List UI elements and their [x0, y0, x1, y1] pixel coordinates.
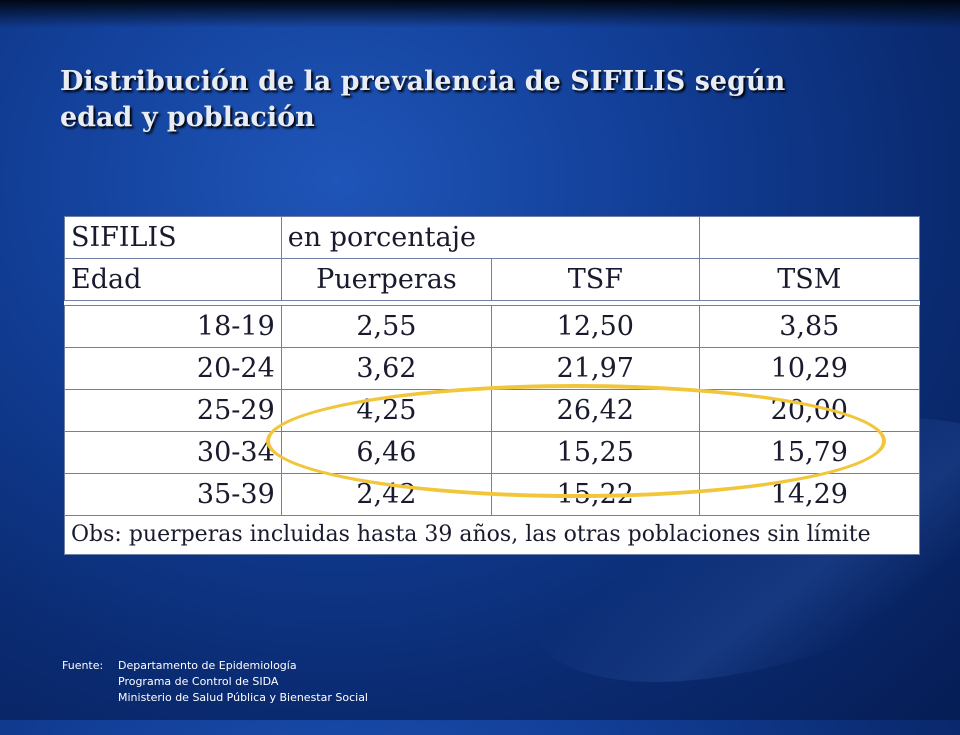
- table-header-row-1: SIFILIS en porcentaje: [64, 216, 921, 259]
- header-sifilis: SIFILIS: [64, 216, 282, 259]
- table-note-cell: Obs: puerperas incluidas hasta 39 años, …: [64, 515, 920, 555]
- cell-tsm: 3,85: [698, 305, 921, 348]
- table-row: 18-19 2,55 12,50 3,85: [64, 305, 921, 348]
- header-puerperas: Puerperas: [280, 258, 493, 301]
- footer-line: Programa de Control de SIDA: [118, 675, 279, 688]
- table-row: 20-24 3,62 21,97 10,29: [64, 347, 921, 390]
- footer-line: Ministerio de Salud Pública y Bienestar …: [118, 691, 368, 704]
- cell-tsm: 15,79: [698, 431, 921, 474]
- cell-tsf: 15,22: [491, 473, 700, 516]
- cell-puerperas: 2,42: [280, 473, 493, 516]
- slide-title: Distribución de la prevalencia de SIFILI…: [60, 64, 920, 136]
- top-dark-band: [0, 0, 960, 28]
- header-tsf: TSF: [491, 258, 700, 301]
- table-header-row-2: Edad Puerperas TSF TSM: [64, 258, 921, 301]
- header-empty: [698, 216, 921, 259]
- cell-tsf: 21,97: [491, 347, 700, 390]
- header-edad: Edad: [64, 258, 282, 301]
- header-tsm: TSM: [698, 258, 921, 301]
- cell-puerperas: 6,46: [280, 431, 493, 474]
- table-note-row: Obs: puerperas incluidas hasta 39 años, …: [64, 515, 920, 555]
- cell-edad: 25-29: [64, 389, 282, 432]
- cell-tsf: 15,25: [491, 431, 700, 474]
- cell-edad: 20-24: [64, 347, 282, 390]
- table-row: 35-39 2,42 15,22 14,29: [64, 473, 921, 516]
- cell-tsf: 12,50: [491, 305, 700, 348]
- cell-edad: 18-19: [64, 305, 282, 348]
- cell-tsm: 14,29: [698, 473, 921, 516]
- cell-puerperas: 2,55: [280, 305, 493, 348]
- cell-tsf: 26,42: [491, 389, 700, 432]
- cell-tsm: 20,00: [698, 389, 921, 432]
- cell-tsm: 10,29: [698, 347, 921, 390]
- title-line-2: edad y población: [60, 102, 315, 133]
- footer-line: Departamento de Epidemiología: [118, 659, 297, 672]
- cell-edad: 35-39: [64, 473, 282, 516]
- prevalence-table: SIFILIS en porcentaje Edad Puerperas TSF…: [64, 216, 921, 555]
- table-row: 25-29 4,25 26,42 20,00: [64, 389, 921, 432]
- cell-edad: 30-34: [64, 431, 282, 474]
- table-note: Obs: puerperas incluidas hasta 39 años, …: [71, 522, 871, 547]
- footer-source-lines: Departamento de Epidemiología Programa d…: [118, 658, 478, 706]
- title-line-1: Distribución de la prevalencia de SIFILI…: [60, 66, 786, 97]
- footer-label: Fuente:: [62, 659, 104, 672]
- table-row: 30-34 6,46 15,25 15,79: [64, 431, 921, 474]
- cell-puerperas: 4,25: [280, 389, 493, 432]
- cell-puerperas: 3,62: [280, 347, 493, 390]
- header-en-porcentaje: en porcentaje: [280, 216, 700, 259]
